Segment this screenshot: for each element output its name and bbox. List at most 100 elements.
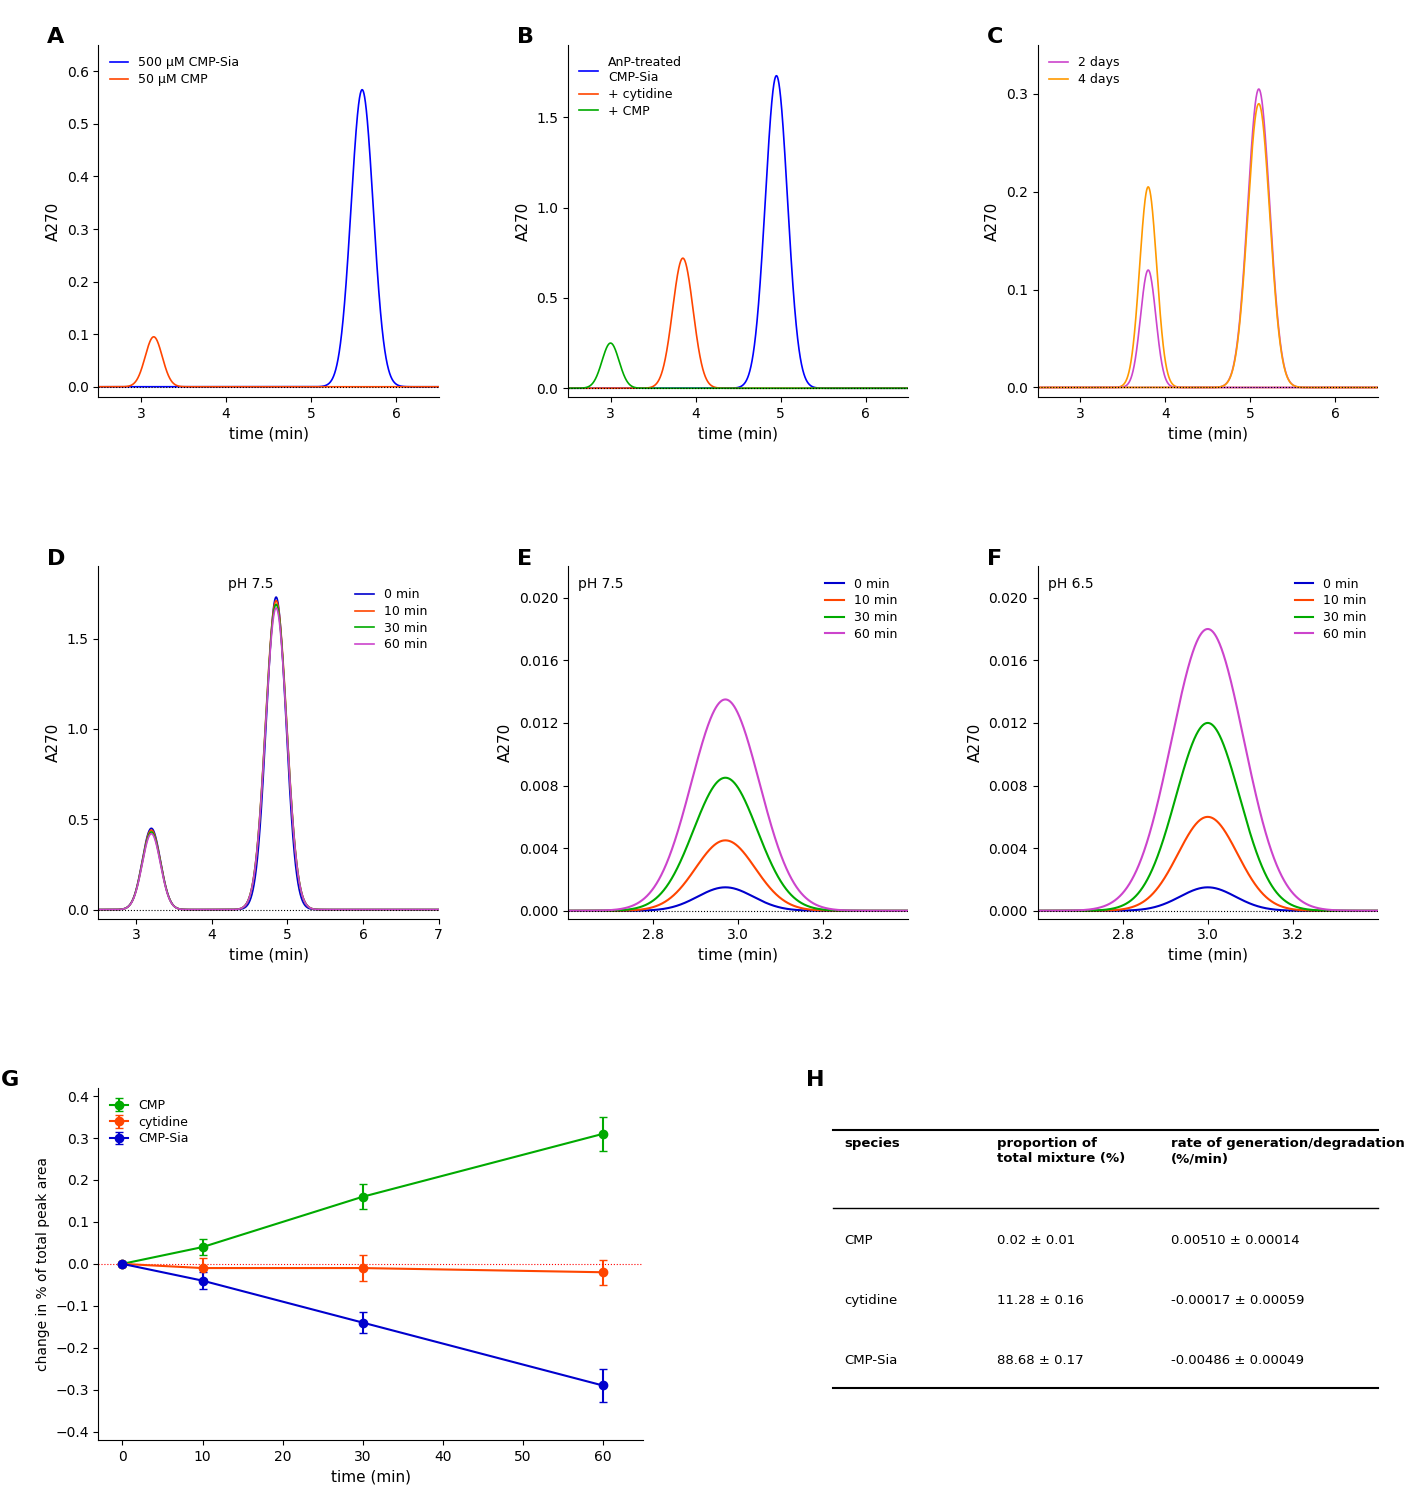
2 days (1029, 378, 1046, 396)
10 min (716, 831, 733, 849)
0 min (725, 879, 742, 897)
2 days (1088, 378, 1105, 396)
30 min (1199, 714, 1216, 732)
Text: B: B (517, 27, 534, 48)
Line: 10 min: 10 min (1038, 818, 1378, 910)
60 min (576, 902, 593, 920)
60 min (1195, 622, 1212, 640)
Text: E: E (517, 549, 531, 568)
30 min (430, 900, 447, 918)
30 min (1195, 716, 1212, 734)
Line: 2 days: 2 days (1038, 88, 1378, 387)
60 min (560, 902, 576, 920)
0 min (1195, 879, 1212, 897)
X-axis label: time (min): time (min) (229, 948, 308, 963)
Line: 500 μM CMP-Sia: 500 μM CMP-Sia (98, 90, 439, 387)
10 min (1369, 902, 1386, 920)
0 min (1360, 902, 1376, 920)
+ cytidine (704, 378, 721, 396)
Y-axis label: A270: A270 (498, 723, 513, 762)
Text: pH 7.5: pH 7.5 (228, 578, 273, 591)
0 min (423, 900, 440, 918)
Text: H: H (806, 1070, 825, 1090)
Text: CMP-Sia: CMP-Sia (845, 1354, 897, 1366)
60 min (717, 690, 734, 708)
30 min (1046, 902, 1063, 920)
0 min (221, 900, 238, 918)
4 days (1174, 378, 1191, 396)
50 μM CMP (90, 378, 107, 396)
50 μM CMP (149, 333, 166, 351)
60 min (1369, 902, 1386, 920)
10 min (717, 831, 734, 849)
30 min (828, 902, 845, 920)
0 min (1046, 902, 1063, 920)
50 μM CMP (423, 378, 440, 396)
AnP-treated
CMP-Sia (690, 380, 707, 398)
0 min (900, 902, 917, 920)
2 days (1369, 378, 1386, 396)
30 min (267, 596, 284, 613)
10 min (235, 898, 252, 916)
60 min (430, 900, 447, 918)
Line: 0 min: 0 min (98, 597, 439, 909)
0 min (828, 902, 845, 920)
Line: + CMP: + CMP (568, 344, 908, 388)
+ CMP (602, 334, 619, 352)
60 min (716, 690, 733, 708)
60 min (1185, 639, 1202, 657)
30 min (890, 902, 907, 920)
Y-axis label: A270: A270 (46, 723, 60, 762)
50 μM CMP (235, 378, 252, 396)
0 min (1029, 902, 1046, 920)
AnP-treated
CMP-Sia (599, 380, 616, 398)
0 min (235, 900, 252, 918)
Text: CMP: CMP (845, 1234, 873, 1248)
30 min (716, 770, 733, 788)
0 min (387, 900, 404, 918)
10 min (1199, 808, 1216, 826)
Text: pH 6.5: pH 6.5 (1047, 578, 1094, 591)
Legend: 2 days, 4 days: 2 days, 4 days (1043, 51, 1125, 92)
50 μM CMP (129, 370, 146, 388)
+ cytidine (856, 380, 873, 398)
2 days (1174, 378, 1191, 396)
Y-axis label: A270: A270 (516, 201, 530, 242)
Legend: AnP-treated
CMP-Sia, + cytidine, + CMP: AnP-treated CMP-Sia, + cytidine, + CMP (574, 51, 688, 123)
Y-axis label: change in % of total peak area: change in % of total peak area (35, 1156, 49, 1371)
30 min (725, 772, 742, 790)
30 min (560, 902, 576, 920)
10 min (1360, 902, 1376, 920)
+ cytidine (675, 249, 692, 267)
+ CMP (893, 380, 910, 398)
60 min (900, 902, 917, 920)
Line: + cytidine: + cytidine (568, 258, 908, 388)
+ CMP (704, 380, 721, 398)
X-axis label: time (min): time (min) (229, 426, 308, 441)
30 min (149, 839, 166, 856)
Text: C: C (987, 27, 1002, 48)
0 min (716, 879, 733, 897)
60 min (1360, 902, 1376, 920)
Line: 0 min: 0 min (568, 888, 908, 910)
0 min (1199, 879, 1216, 897)
AnP-treated
CMP-Sia (900, 380, 917, 398)
60 min (890, 902, 907, 920)
500 μM CMP-Sia (430, 378, 447, 396)
+ CMP (619, 372, 636, 390)
Text: 88.68 ± 0.17: 88.68 ± 0.17 (997, 1354, 1084, 1366)
30 min (900, 902, 917, 920)
+ cytidine (900, 380, 917, 398)
Text: 11.28 ± 0.16: 11.28 ± 0.16 (997, 1294, 1084, 1306)
AnP-treated
CMP-Sia (856, 380, 873, 398)
10 min (430, 900, 447, 918)
30 min (717, 768, 734, 786)
Text: D: D (48, 549, 66, 568)
500 μM CMP-Sia (354, 81, 371, 99)
10 min (1029, 902, 1046, 920)
10 min (221, 900, 238, 918)
30 min (1298, 900, 1315, 918)
60 min (1029, 902, 1046, 920)
30 min (576, 902, 593, 920)
60 min (890, 902, 907, 920)
